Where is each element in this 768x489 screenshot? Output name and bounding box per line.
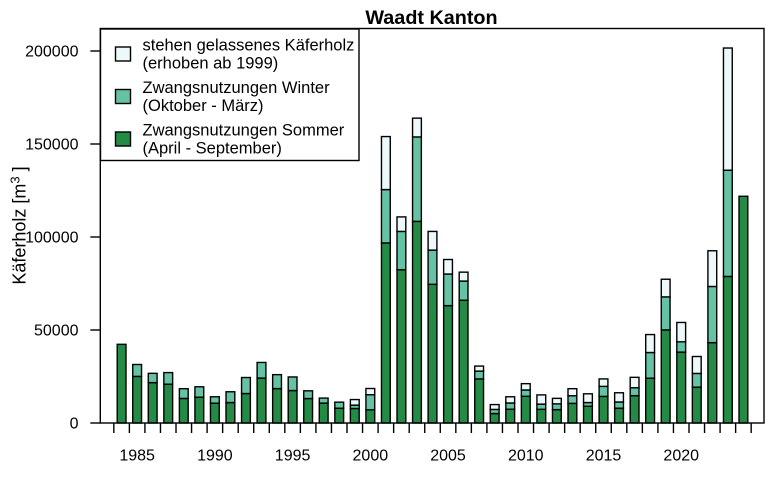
svg-text:2010: 2010 [508, 448, 544, 465]
svg-text:1990: 1990 [197, 448, 233, 465]
svg-text:(Oktober - März): (Oktober - März) [143, 97, 264, 115]
svg-text:2015: 2015 [586, 448, 622, 465]
svg-text:100000: 100000 [25, 230, 78, 247]
svg-text:0: 0 [70, 416, 79, 433]
svg-text:2005: 2005 [430, 448, 466, 465]
svg-text:stehen gelassenes Käferholz: stehen gelassenes Käferholz [143, 37, 355, 55]
svg-text:2020: 2020 [663, 448, 699, 465]
svg-text:150000: 150000 [25, 137, 78, 154]
svg-text:(April - September): (April - September) [143, 140, 282, 158]
svg-text:Zwangsnutzungen Winter: Zwangsnutzungen Winter [143, 79, 331, 97]
svg-text:200000: 200000 [25, 44, 78, 61]
svg-text:50000: 50000 [34, 323, 79, 340]
svg-text:1995: 1995 [275, 448, 311, 465]
svg-text:(erhoben ab 1999): (erhoben ab 1999) [143, 55, 279, 73]
svg-text:Zwangsnutzungen Sommer: Zwangsnutzungen Sommer [143, 122, 345, 140]
svg-text:1985: 1985 [119, 448, 155, 465]
svg-text:Waadt Kanton: Waadt Kanton [365, 7, 497, 29]
svg-text:Käferholz [m3 ]: Käferholz [m3 ] [8, 166, 30, 284]
svg-text:2000: 2000 [353, 448, 389, 465]
